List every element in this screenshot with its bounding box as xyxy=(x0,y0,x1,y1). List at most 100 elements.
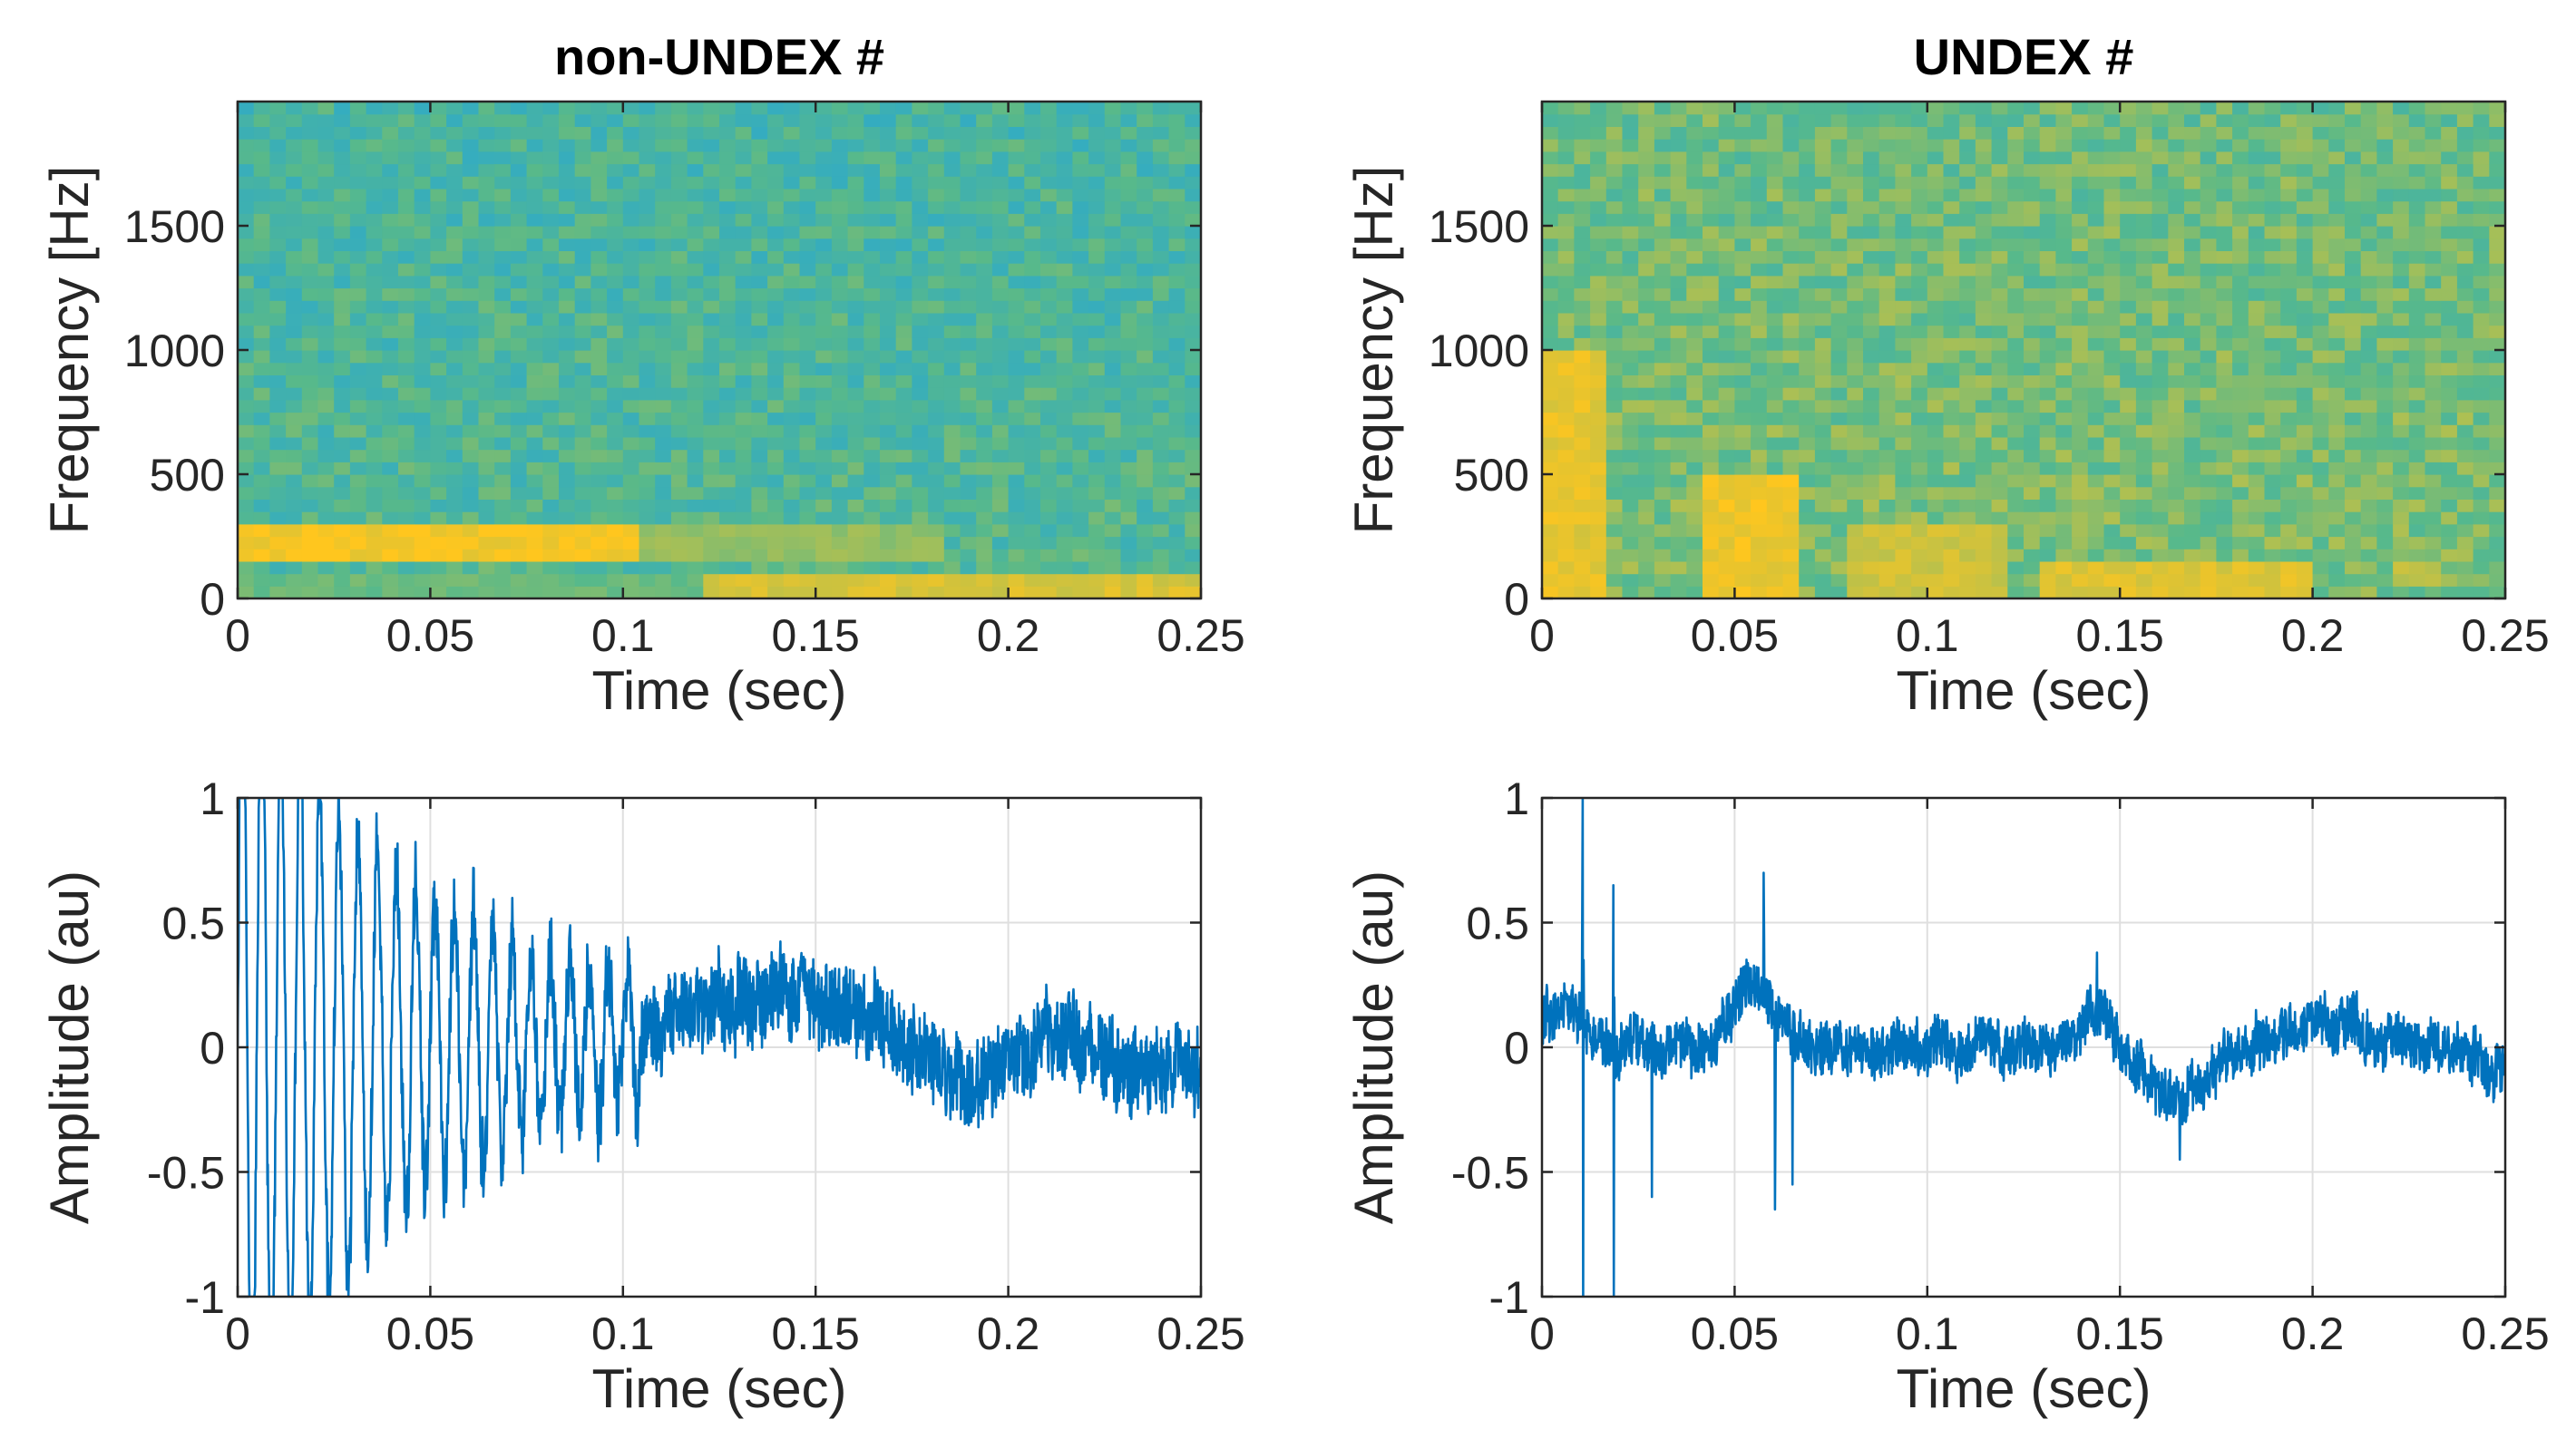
spectrogram-cell xyxy=(2425,436,2442,451)
spectrogram-cell xyxy=(2456,586,2474,599)
spectrogram-cell xyxy=(2408,275,2426,289)
spectrogram-cell xyxy=(2264,350,2281,364)
spectrogram-cell xyxy=(301,462,319,475)
spectrogram-cell xyxy=(976,424,993,438)
spectrogram-cell xyxy=(943,511,961,525)
spectrogram-cell xyxy=(2425,213,2442,227)
spectrogram-cell xyxy=(943,350,961,364)
spectrogram-cell xyxy=(2135,226,2153,239)
spectrogram-cell xyxy=(1847,474,1864,488)
spectrogram-cell xyxy=(382,449,399,462)
spectrogram-cell xyxy=(655,238,672,251)
spectrogram-cell xyxy=(2168,399,2185,413)
spectrogram-cell xyxy=(366,287,383,301)
spectrogram-cell xyxy=(1590,275,1607,289)
spectrogram-cell xyxy=(639,226,656,239)
spectrogram-cell xyxy=(462,424,480,438)
spectrogram-cell xyxy=(317,412,335,425)
spectrogram-cell xyxy=(2216,486,2233,500)
spectrogram-cell xyxy=(1008,325,1025,338)
spectrogram-cell xyxy=(317,263,335,277)
spectrogram-cell xyxy=(1863,151,1880,165)
spectrogram-cell xyxy=(1718,226,1735,239)
spectrogram-cell xyxy=(783,300,801,314)
spectrogram-cell xyxy=(1137,287,1154,301)
spectrogram-cell xyxy=(1654,449,1672,462)
spectrogram-cell xyxy=(494,176,512,190)
spectrogram-cell xyxy=(687,312,704,326)
spectrogram-cell xyxy=(1557,226,1575,239)
spectrogram-cell xyxy=(366,176,383,190)
spectrogram-cell xyxy=(2376,399,2394,413)
spectrogram-cell xyxy=(912,188,929,202)
spectrogram-cell xyxy=(1718,549,1735,562)
spectrogram-cell xyxy=(1670,213,1687,227)
spectrogram-cell xyxy=(895,275,912,289)
spectrogram-cell xyxy=(2489,312,2506,326)
spectrogram-cell xyxy=(2345,536,2362,549)
spectrogram-cell xyxy=(1024,586,1041,599)
spectrogram-cell xyxy=(1542,462,1559,475)
spectrogram-cell xyxy=(2232,436,2249,451)
spectrogram-cell xyxy=(238,226,255,239)
spectrogram-cell xyxy=(2055,176,2073,190)
spectrogram-cell xyxy=(286,350,303,364)
spectrogram-cell xyxy=(2055,399,2073,413)
spectrogram-cell xyxy=(1959,213,1976,227)
spectrogram-cell xyxy=(1830,523,1848,538)
spectrogram-cell xyxy=(831,424,849,438)
spectrogram-cell xyxy=(1185,399,1202,413)
spectrogram-cell xyxy=(1863,387,1880,401)
x-tick-label: 0.2 xyxy=(977,1308,1040,1359)
spectrogram-cell xyxy=(1703,213,1720,227)
spectrogram-cell xyxy=(366,325,383,338)
spectrogram-cell xyxy=(2376,387,2394,401)
spectrogram-cell xyxy=(1830,499,1848,512)
spectrogram-cell xyxy=(2264,151,2281,165)
spectrogram-cell xyxy=(1943,350,1960,364)
spectrogram-cell xyxy=(1185,200,1202,214)
spectrogram-cell xyxy=(2312,474,2329,488)
spectrogram-cell xyxy=(687,399,704,413)
spectrogram-cell xyxy=(719,250,737,264)
spectrogram-cell xyxy=(1638,325,1655,338)
spectrogram-cell xyxy=(2296,549,2314,562)
spectrogram-cell xyxy=(2360,126,2377,140)
spectrogram-cell xyxy=(366,113,383,127)
spectrogram-cell xyxy=(1895,213,1912,227)
spectrogram-cell xyxy=(1686,362,1703,375)
spectrogram-cell xyxy=(799,139,816,152)
spectrogram-cell xyxy=(1751,163,1768,177)
spectrogram-cell xyxy=(943,325,961,338)
spectrogram-cell xyxy=(2408,573,2426,587)
spectrogram-cell xyxy=(655,436,672,451)
spectrogram-cell xyxy=(1557,337,1575,351)
spectrogram-cell xyxy=(253,374,270,388)
spectrogram-cell xyxy=(478,462,495,475)
spectrogram-cell xyxy=(1799,176,1816,190)
spectrogram-cell xyxy=(510,362,528,375)
spectrogram-cell xyxy=(976,213,993,227)
spectrogram-cell xyxy=(719,474,737,488)
spectrogram-cell xyxy=(430,200,447,214)
spectrogram-cell xyxy=(880,238,897,251)
spectrogram-cell xyxy=(2232,486,2249,500)
spectrogram-cell xyxy=(1991,102,2008,115)
spectrogram-cell xyxy=(1814,126,1832,140)
spectrogram-cell xyxy=(960,511,977,525)
spectrogram-cell xyxy=(1557,176,1575,190)
spectrogram-cell xyxy=(2312,412,2329,425)
spectrogram-cell xyxy=(590,238,608,251)
spectrogram-cell xyxy=(783,213,801,227)
spectrogram-cell xyxy=(719,176,737,190)
spectrogram-cell xyxy=(639,536,656,549)
spectrogram-cell xyxy=(2072,362,2089,375)
spectrogram-cell xyxy=(1863,238,1880,251)
spectrogram-cell xyxy=(735,536,752,549)
spectrogram-cell xyxy=(2473,523,2490,538)
spectrogram-cell xyxy=(1542,586,1559,599)
spectrogram-cell xyxy=(286,238,303,251)
spectrogram-cell xyxy=(286,337,303,351)
spectrogram-cell xyxy=(1056,213,1073,227)
spectrogram-cell xyxy=(446,536,463,549)
